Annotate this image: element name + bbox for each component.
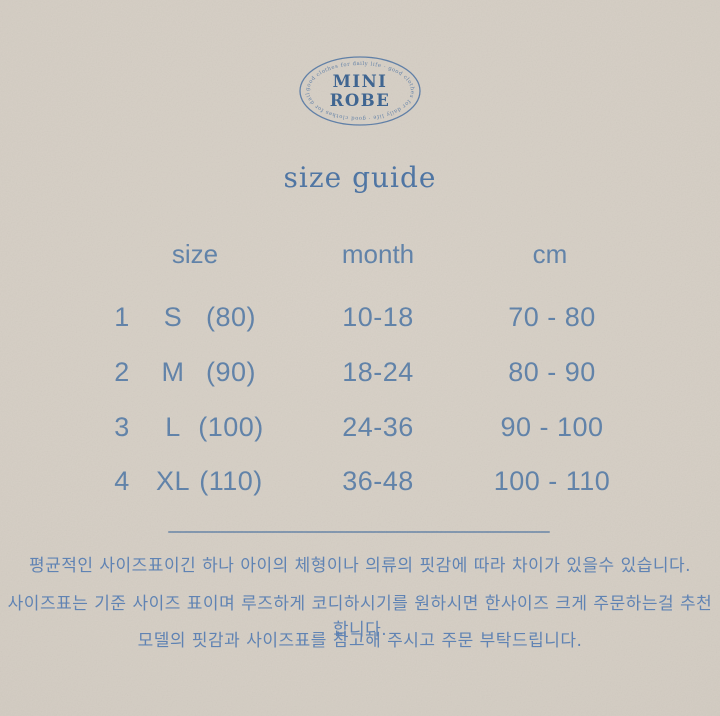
cm-range: 80 - 90 [508, 357, 596, 387]
month-range: 18-24 [342, 357, 414, 387]
cm-range: 100 - 110 [493, 466, 611, 496]
table-row: 2 M (90) 18-24 80 - 90 [0, 355, 720, 389]
header-cm: cm [532, 239, 568, 269]
table-row: 4 XL (110) 36-48 100 - 110 [0, 464, 720, 498]
size-cm-code: (80) [205, 302, 256, 332]
divider-line [168, 531, 550, 533]
cm-range: 70 - 80 [508, 302, 596, 332]
month-range: 10-18 [342, 302, 414, 332]
table-row: 1 S (80) 10-18 70 - 80 [0, 300, 720, 334]
size-cm-code: (100) [198, 412, 264, 442]
table-header-row: size month cm [0, 238, 720, 272]
page-title: size guide [283, 161, 437, 194]
month-range: 24-36 [342, 412, 414, 442]
header-size: size [171, 239, 219, 269]
row-number: 4 [114, 466, 130, 496]
brand-name-line2: ROBE [330, 91, 391, 110]
note-line: 모델의 핏감과 사이즈표를 참고해 주시고 주문 부탁드립니다. [137, 631, 583, 651]
row-number: 3 [114, 412, 130, 442]
row-number: 1 [114, 302, 130, 332]
brand-name-line1: MINI [333, 72, 388, 91]
brand-logo: good clothes for daily life · good cloth… [293, 49, 421, 126]
size-cm-code: (110) [199, 466, 263, 496]
cm-range: 90 - 100 [500, 412, 604, 442]
header-month: month [341, 239, 415, 269]
month-range: 36-48 [342, 466, 414, 496]
table-row: 3 L (100) 24-36 90 - 100 [0, 410, 720, 444]
note-line: 평균적인 사이즈표이긴 하나 아이의 체형이나 의류의 핏감에 따라 차이가 있… [28, 556, 692, 576]
size-cm-code: (90) [205, 357, 256, 387]
row-number: 2 [114, 357, 130, 387]
